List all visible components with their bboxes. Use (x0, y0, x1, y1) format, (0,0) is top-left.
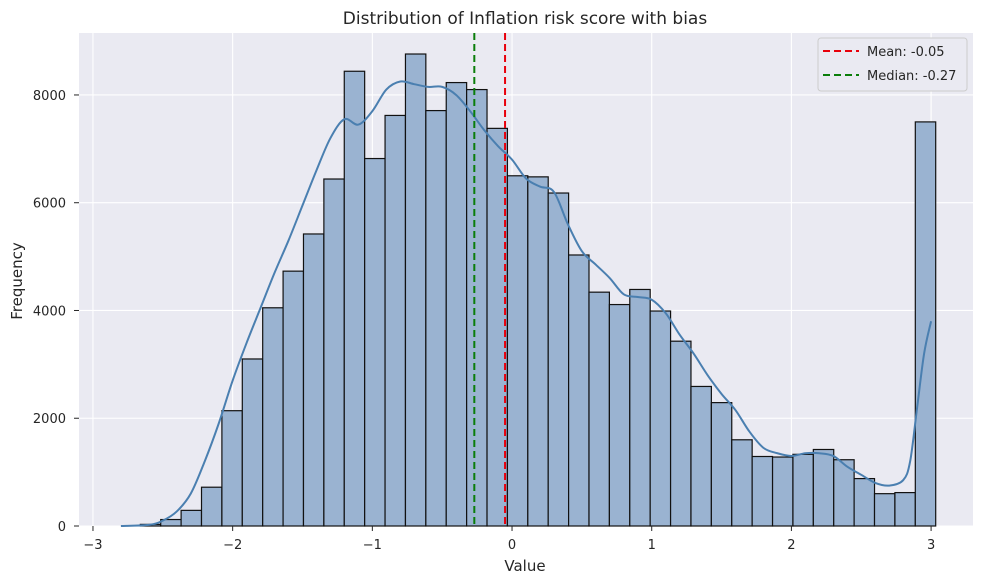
histogram-bar (547, 192, 570, 527)
histogram-bar (180, 509, 203, 527)
histogram-bar (873, 493, 896, 527)
histogram-bar (364, 157, 386, 527)
x-tick-label: 1 (648, 538, 656, 553)
histogram-bar (568, 254, 590, 527)
histogram-bar (527, 176, 549, 527)
histogram-bar (914, 121, 937, 527)
legend-box (817, 37, 968, 92)
chart-title: Distribution of Inflation risk score wit… (343, 9, 708, 29)
histogram-bar (731, 439, 753, 527)
histogram-bar (302, 233, 325, 527)
histogram-bar (649, 310, 672, 527)
legend: Mean: -0.05 Median: -0.27 (817, 37, 968, 92)
x-tick-label: −2 (223, 538, 242, 553)
histogram-bar (343, 70, 366, 527)
y-tick-label: 2000 (33, 412, 66, 427)
histogram-bar (751, 455, 774, 527)
histogram-bar (200, 486, 223, 527)
legend-median-label: Median: -0.27 (867, 69, 956, 84)
histogram-bar (853, 477, 876, 527)
y-axis-label: Frequency (8, 242, 26, 320)
x-axis-label: Value (504, 557, 545, 575)
y-tick-label: 0 (58, 520, 66, 535)
histogram-bar (241, 358, 264, 527)
legend-mean-label: Mean: -0.05 (867, 45, 945, 60)
histogram-bar (425, 109, 447, 527)
histogram-bar (323, 178, 345, 527)
histogram-bar (282, 270, 305, 527)
histogram-bar (690, 385, 712, 527)
x-tick-label: 2 (787, 538, 795, 553)
histogram-bar (445, 81, 468, 527)
histogram-bar (588, 291, 610, 527)
histogram-bar (792, 453, 814, 527)
kde-curve (120, 80, 933, 527)
histogram-bar (669, 340, 692, 527)
histogram-bar (812, 448, 835, 527)
x-tick-label: −1 (363, 538, 382, 553)
histogram-bar (262, 307, 284, 527)
histogram-bar (506, 175, 529, 527)
histogram-bar (221, 410, 243, 527)
histogram-bar (629, 288, 651, 527)
histogram-bar (466, 88, 488, 527)
histogram-bar (771, 456, 794, 527)
histogram-bar (384, 114, 407, 527)
histogram-bar (894, 491, 916, 527)
histogram-bar (710, 402, 733, 527)
y-tick-label: 6000 (33, 197, 66, 212)
x-tick-label: 3 (927, 538, 935, 553)
histogram-bar (608, 303, 631, 527)
x-tick-label: −3 (83, 538, 102, 553)
y-tick-label: 8000 (33, 89, 66, 104)
histogram-bar (404, 53, 427, 527)
x-tick-label: 0 (508, 538, 516, 553)
y-tick-label: 4000 (33, 304, 66, 319)
